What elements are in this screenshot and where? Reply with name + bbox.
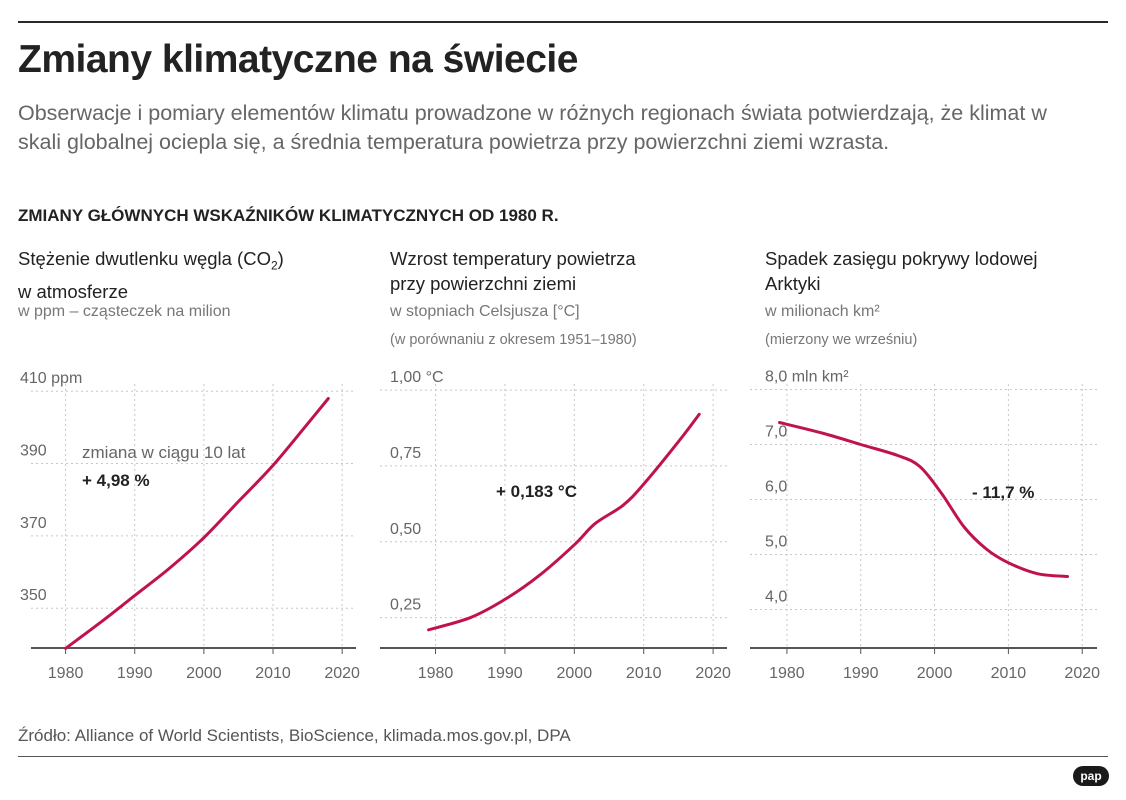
ice-y-tick-label: 6,0 (765, 479, 787, 496)
bottom-rule (18, 756, 1108, 757)
temp-annotation-value: + 0,183 °C (496, 482, 577, 501)
panel-co2-title-part: Stężenie dwutlenku węgla (CO (18, 248, 271, 269)
pap-logo: pap (1073, 766, 1109, 786)
source-note: Źródło: Alliance of World Scientists, Bi… (18, 726, 571, 745)
section-heading: ZMIANY GŁÓWNYCH WSKAŹNIKÓW KLIMATYCZNYCH… (18, 206, 559, 225)
ice-x-tick-label: 1990 (843, 665, 879, 682)
ice-annotation-value: - 11,7 % (972, 483, 1034, 502)
ice-x-tick-label: 2000 (917, 665, 953, 682)
temp-x-tick-label: 2000 (557, 665, 593, 682)
co2-y-tick-label: 410 ppm (20, 370, 82, 387)
co2-x-tick-label: 1980 (48, 665, 84, 682)
panel-ice-title: Spadek zasięgu pokrywy lodowej Arktyki (765, 246, 1038, 296)
panel-ice-note: (mierzony we wrześniu) (765, 332, 918, 348)
page-title: Zmiany klimatyczne na świecie (18, 38, 578, 81)
ice-x-tick-label: 2020 (1064, 665, 1100, 682)
panel-temp-title-line1: Wzrost temperatury powietrza (390, 248, 636, 269)
ice-x-tick-label: 2010 (991, 665, 1027, 682)
co2-x-tick-label: 2000 (186, 665, 222, 682)
co2-y-tick-label: 370 (20, 515, 47, 532)
panel-co2-title: Stężenie dwutlenku węgla (CO2) w atmosfe… (18, 246, 284, 304)
panel-ice-unit: w milionach km² (765, 303, 880, 320)
ice-y-tick-label: 7,0 (765, 424, 787, 441)
temp-x-tick-label: 2010 (626, 665, 662, 682)
temp-series-line (427, 412, 701, 632)
panel-co2-unit: w ppm – cząsteczek na milion (18, 303, 231, 320)
co2-series-line (64, 397, 330, 650)
ice-y-tick-label: 8,0 mln km² (765, 369, 849, 386)
temp-x-tick-label: 1980 (418, 665, 454, 682)
temp-y-tick-label: 0,75 (390, 445, 421, 462)
panel-temp-title-line2: przy powierzchni ziemi (390, 273, 577, 294)
panel-ice-title-line1: Spadek zasięgu pokrywy lodowej (765, 248, 1038, 269)
panel-temp-title: Wzrost temperatury powietrza przy powier… (390, 246, 636, 296)
temp-x-tick-label: 1990 (487, 665, 523, 682)
temp-y-tick-label: 0,50 (390, 521, 421, 538)
panel-temp-unit: w stopniach Celsjusza [°C] (390, 303, 580, 320)
panel-co2-title-subscript: 2 (270, 258, 278, 273)
co2-annotation-value: + 4,98 % (82, 471, 150, 490)
co2-x-tick-label: 1990 (117, 665, 153, 682)
temp-x-tick-label: 2020 (695, 665, 731, 682)
ice-y-tick-label: 5,0 (765, 534, 787, 551)
ice-x-tick-label: 1980 (769, 665, 805, 682)
co2-y-tick-label: 350 (20, 587, 47, 604)
top-rule (18, 21, 1108, 23)
co2-y-tick-label: 390 (20, 443, 47, 460)
ice-y-tick-label: 4,0 (765, 589, 787, 606)
co2-x-tick-label: 2020 (324, 665, 360, 682)
panel-co2-title-close: ) (277, 248, 284, 269)
ice-series-line (778, 421, 1069, 578)
temp-y-tick-label: 0,25 (390, 597, 421, 614)
panel-temp-note: (w porównaniu z okresem 1951–1980) (390, 332, 637, 348)
co2-x-tick-label: 2010 (255, 665, 291, 682)
lead-paragraph: Obserwacje i pomiary elementów klimatu p… (18, 101, 1047, 154)
panel-ice-title-line2: Arktyki (765, 273, 821, 294)
temp-y-tick-label: 1,00 °C (390, 369, 444, 386)
co2-annotation-label: zmiana w ciągu 10 lat (82, 443, 246, 462)
panel-co2-title-line2: w atmosferze (18, 280, 129, 302)
